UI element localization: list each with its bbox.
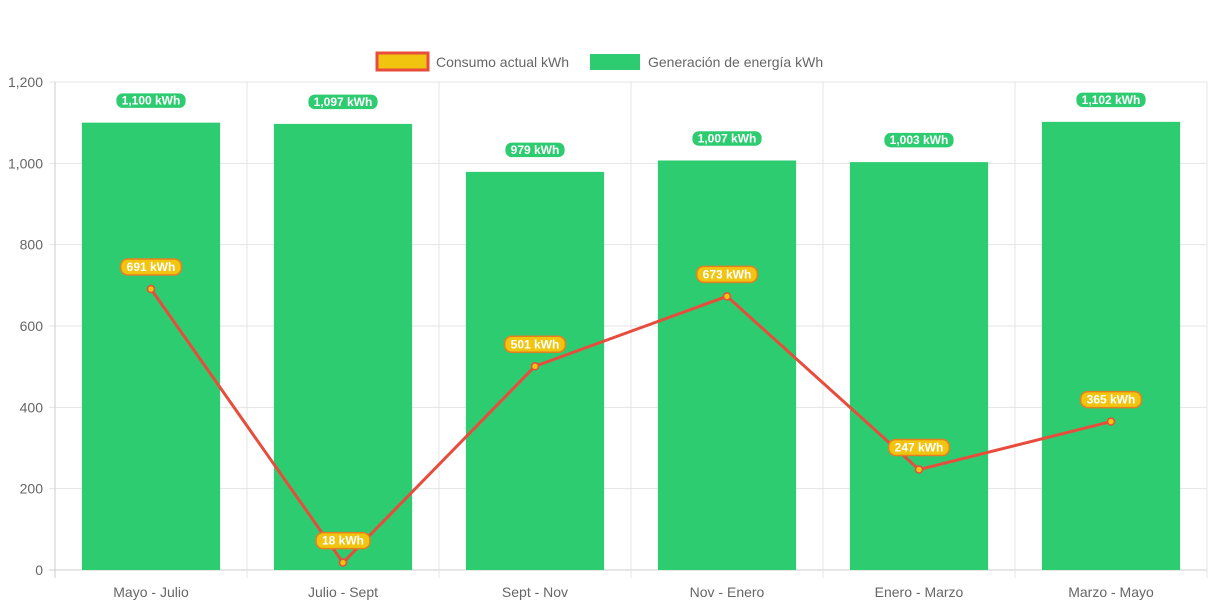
data-label-badge (119, 258, 183, 276)
bar-value-label: 1,097 kWh (306, 93, 380, 111)
line-value-label: 673 kWh (695, 265, 759, 284)
line-point (914, 465, 924, 474)
grid (49, 81, 1208, 578)
bar-value-label: 1,102 kWh (1074, 91, 1148, 109)
data-label-text: 1,100 kWh (122, 94, 181, 108)
y-tick-label: 200 (20, 481, 44, 497)
bar (849, 162, 989, 570)
data-label-text: 691 kWh (127, 260, 176, 274)
data-label-badge (315, 531, 371, 550)
line-point (1106, 417, 1116, 426)
data-label-text: 247 kWh (895, 441, 944, 455)
line-value-label: 691 kWh (119, 258, 183, 276)
x-tick-label: Sept - Nov (502, 584, 568, 600)
data-label-text: 1,102 kWh (1082, 93, 1141, 107)
data-label-badge (306, 93, 380, 111)
data-label-text: 501 kWh (511, 337, 560, 351)
legend[interactable]: Consumo actual kWh Generación de energía… (375, 51, 823, 72)
line-point (146, 284, 156, 294)
data-label-badge (887, 438, 951, 457)
data-label-badge (503, 335, 567, 354)
line-point (530, 362, 540, 371)
data-label-badge (690, 129, 764, 148)
x-tick-label: Marzo - Mayo (1068, 584, 1154, 600)
x-tick-label: Julio - Sept (308, 584, 378, 600)
legend-swatch-generacion (590, 54, 640, 70)
bar (81, 122, 221, 571)
line-value-label: 365 kWh (1079, 390, 1143, 409)
data-label-text: 1,007 kWh (698, 131, 757, 145)
data-label-text: 1,097 kWh (314, 95, 373, 109)
bar (657, 160, 797, 570)
data-label-text: 979 kWh (511, 143, 560, 157)
line-point (722, 292, 732, 301)
data-labels: 1,100 kWh 1,097 kWh 979 kWh 1,007 kWh 1,003 … (114, 91, 1148, 550)
y-tick-label: 800 (20, 237, 44, 253)
data-label-badge (882, 131, 956, 149)
line-value-label: 18 kWh (315, 531, 371, 550)
y-tick-label: 1,200 (8, 74, 43, 90)
y-tick-label: 600 (20, 318, 44, 334)
y-axis: 0 200 400 600 800 1,000 1,200 (8, 74, 43, 578)
data-label-text: 365 kWh (1087, 393, 1136, 407)
line-value-label: 501 kWh (503, 335, 567, 354)
bar (465, 171, 605, 570)
line-value-label: 247 kWh (887, 438, 951, 457)
legend-swatch-consumo (375, 51, 430, 72)
data-label-text: 673 kWh (703, 267, 752, 281)
legend-label-generacion: Generación de energía kWh (648, 54, 823, 70)
legend-item-consumo[interactable]: Consumo actual kWh (375, 51, 569, 72)
legend-item-generacion[interactable]: Generación de energía kWh (590, 54, 823, 70)
data-label-badge (1079, 390, 1143, 409)
y-tick-label: 1,000 (8, 155, 43, 171)
bar-series (81, 121, 1181, 571)
x-tick-label: Mayo - Julio (113, 584, 189, 600)
y-tick-label: 0 (35, 562, 43, 578)
data-label-text: 18 kWh (322, 534, 364, 548)
line-series (146, 284, 1116, 567)
data-label-text: 1,003 kWh (890, 133, 949, 147)
consumo-line (149, 288, 1112, 565)
x-axis: Mayo - Julio Julio - Sept Sept - Nov Nov - … (113, 584, 1154, 600)
data-label-badge (503, 141, 567, 159)
bar-value-label: 1,007 kWh (690, 129, 764, 148)
x-tick-label: Nov - Enero (690, 584, 765, 600)
x-tick-label: Enero - Marzo (875, 584, 964, 600)
y-tick-label: 400 (20, 399, 44, 415)
data-label-badge (695, 265, 759, 284)
bar-value-label: 1,100 kWh (114, 91, 188, 110)
bar (273, 123, 413, 571)
bar (1041, 121, 1181, 570)
data-label-badge (1074, 91, 1148, 109)
bar-value-label: 1,003 kWh (882, 131, 956, 149)
bar-value-label: 979 kWh (503, 141, 567, 159)
legend-label-consumo: Consumo actual kWh (436, 54, 569, 70)
line-point (338, 558, 348, 567)
data-label-badge (114, 91, 188, 110)
